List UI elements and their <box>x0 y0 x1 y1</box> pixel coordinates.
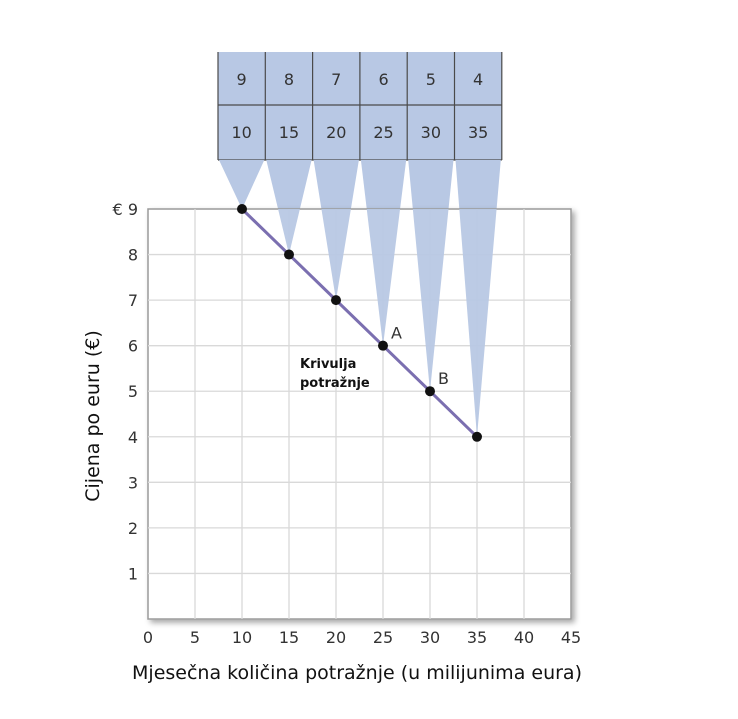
table-connector-funnel-tip <box>459 209 497 437</box>
grid-lines <box>148 209 571 619</box>
x-tick-label: 35 <box>467 628 487 647</box>
x-tick-label: 20 <box>326 628 346 647</box>
demand-curve-point <box>284 249 294 260</box>
y-axis-title: Cijena po euru (€) <box>82 330 104 502</box>
x-tick-label: 30 <box>420 628 440 647</box>
point-label-b: B <box>438 369 449 388</box>
table-price-cell: 7 <box>331 70 341 89</box>
y-tick-label-top: € 9 <box>113 200 138 219</box>
x-axis-tick-labels: 0 5 10 15 20 25 30 35 40 45 <box>143 628 581 647</box>
x-tick-label: 15 <box>279 628 299 647</box>
table-connector-funnel-tip <box>321 209 351 301</box>
table-connector-funnel-tip <box>366 209 401 346</box>
demand-curve-point <box>378 340 388 351</box>
plot-area <box>147 208 572 620</box>
y-tick-label: 7 <box>128 291 138 310</box>
table-quantity-cell: 25 <box>373 123 393 142</box>
x-tick-label: 5 <box>190 628 200 647</box>
table-connector-funnel-tip <box>412 209 449 392</box>
table-price-cell: 6 <box>378 70 388 89</box>
x-axis-title: Mjesečna količina potražnje (u milijunim… <box>132 662 582 684</box>
x-tick-label: 25 <box>373 628 393 647</box>
curve-annotation-line1: Krivulja <box>300 357 356 372</box>
y-tick-label: 3 <box>128 473 138 492</box>
table-connector-funnel <box>266 160 312 255</box>
x-tick-label: 40 <box>514 628 534 647</box>
y-axis-tick-labels: 1 2 3 4 5 6 7 8 € 9 <box>113 200 138 583</box>
curve-annotation-line2: potražnje <box>300 376 370 391</box>
table-price-cell: 5 <box>426 70 436 89</box>
y-tick-label: 1 <box>128 564 138 583</box>
point-label-a: A <box>391 324 402 343</box>
table-quantity-cell: 35 <box>468 123 488 142</box>
table-quantity-cell: 10 <box>231 123 251 142</box>
x-tick-label: 10 <box>232 628 252 647</box>
table-quantity-cell: 15 <box>279 123 299 142</box>
point-labels: AB <box>391 324 449 389</box>
y-tick-label: 2 <box>128 519 138 538</box>
table-quantity-cell: 20 <box>326 123 346 142</box>
y-tick-label: 8 <box>128 246 138 265</box>
table-price-cell: 9 <box>237 70 247 89</box>
y-tick-label: 6 <box>128 337 138 356</box>
demand-curve-point <box>331 295 341 306</box>
table-quantity-cell: 30 <box>421 123 441 142</box>
y-tick-label: 4 <box>128 428 138 447</box>
table-connector-funnel <box>219 160 265 209</box>
table-connector-funnel-tip <box>278 209 300 255</box>
demand-curve-point <box>472 431 482 442</box>
demand-curve-point <box>237 204 247 214</box>
y-tick-label: 5 <box>128 382 138 401</box>
demand-curve-point <box>425 386 435 397</box>
demand-curve-series <box>237 204 482 442</box>
price-quantity-table: 9 8 7 6 5 4 10 15 20 25 30 35 <box>217 52 503 161</box>
table-price-cell: 4 <box>473 70 483 89</box>
x-tick-label: 0 <box>143 628 153 647</box>
table-price-cell: 8 <box>284 70 294 89</box>
demand-curve-line <box>240 207 479 438</box>
x-tick-label: 45 <box>561 628 581 647</box>
